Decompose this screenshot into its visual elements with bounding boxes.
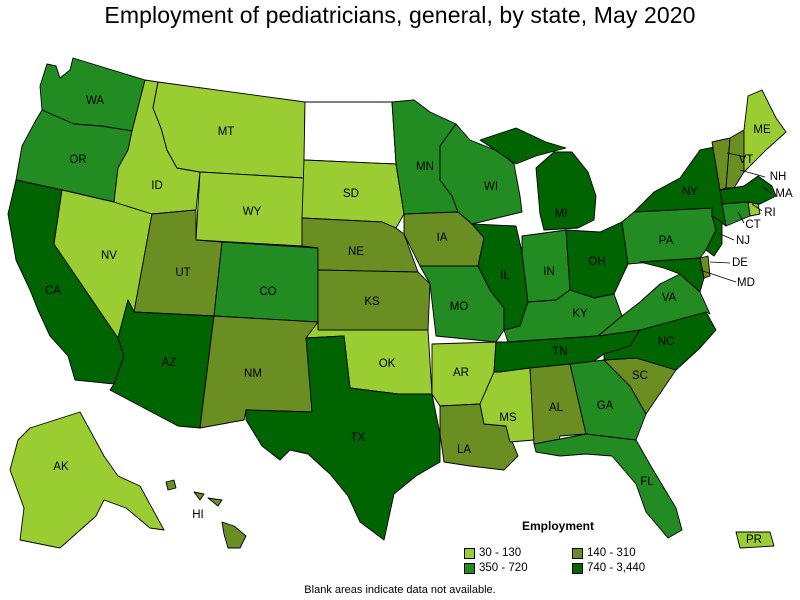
state-ks: [317, 269, 431, 331]
legend-label-2: 140 - 310: [587, 547, 636, 559]
map-title: Employment of pediatricians, general, by…: [104, 2, 696, 28]
state-label-de: DE: [732, 257, 748, 269]
leader-line-nh: [739, 169, 766, 178]
state-label-vt: VT: [739, 154, 754, 166]
state-label-mn: MN: [416, 161, 434, 173]
legend-item-4: 740 - 3,440: [572, 562, 645, 574]
state-label-ky: KY: [572, 308, 588, 320]
state-label-il: IL: [500, 270, 510, 282]
state-me: [743, 89, 787, 173]
legend-item-1: 30 - 130: [464, 547, 521, 559]
state-label-oh: OH: [588, 256, 605, 268]
leader-line-md: [699, 269, 737, 283]
state-label-mo: MO: [450, 301, 469, 313]
state-nc: [603, 311, 717, 371]
state-label-nj: NJ: [736, 235, 750, 247]
state-mi: [479, 127, 597, 231]
state-label-nv: NV: [101, 250, 117, 262]
state-pr: [735, 531, 775, 549]
legend-label-1: 30 - 130: [479, 547, 522, 559]
state-label-ct: CT: [745, 219, 760, 231]
state-ak: [9, 411, 165, 549]
state-nj: [705, 215, 723, 257]
legend-swatch-4: [572, 562, 583, 574]
legend-item-3: 350 - 720: [464, 562, 528, 574]
state-label-fl: FL: [640, 476, 654, 488]
legend-swatch-1: [464, 547, 475, 559]
state-label-ks: KS: [364, 296, 380, 308]
state-label-me: ME: [753, 124, 771, 136]
state-label-la: LA: [457, 444, 471, 456]
state-label-wy: WY: [243, 206, 262, 218]
state-label-or: OR: [69, 154, 86, 166]
state-label-in: IN: [543, 266, 555, 278]
states-layer: [7, 57, 787, 549]
state-label-ok: OK: [379, 358, 396, 370]
state-ne: [301, 217, 419, 273]
state-label-tx: TX: [351, 432, 366, 444]
state-label-mi: MI: [555, 208, 568, 220]
leader-line-ri: [751, 203, 763, 212]
state-label-ia: IA: [437, 232, 448, 244]
state-label-ak: AK: [53, 461, 69, 473]
state-label-wa: WA: [86, 95, 104, 107]
state-label-pr: PR: [746, 534, 762, 546]
state-nh: [725, 129, 745, 189]
state-label-ut: UT: [175, 267, 190, 279]
leader-line-vt: [726, 152, 747, 158]
state-label-ga: GA: [597, 400, 614, 412]
state-label-sc: SC: [632, 370, 648, 382]
legend-label-3: 350 - 720: [479, 562, 528, 574]
state-label-va: VA: [662, 292, 677, 304]
legend-swatch-3: [464, 562, 475, 574]
state-label-ny: NY: [682, 186, 698, 198]
state-label-al: AL: [549, 402, 564, 414]
state-co: [213, 241, 319, 323]
leader-line-ct: [737, 211, 745, 224]
footnote: Blank areas indicate data not available.: [304, 584, 496, 596]
state-label-nc: NC: [658, 336, 675, 348]
state-label-hi: HI: [192, 509, 204, 521]
state-label-ri: RI: [764, 207, 776, 219]
state-label-md: MD: [737, 277, 755, 289]
legend-swatch-2: [572, 547, 583, 559]
leader-line-nj: [717, 232, 735, 241]
state-label-co: CO: [259, 286, 276, 298]
leader-line-ma: [761, 185, 773, 195]
state-label-sd: SD: [343, 188, 359, 200]
legend-item-2: 140 - 310: [572, 547, 636, 559]
state-label-ar: AR: [453, 367, 469, 379]
state-md: [639, 257, 705, 293]
state-hi: [165, 479, 247, 549]
leader-lines: [699, 152, 773, 283]
state-ct: [721, 201, 751, 227]
state-label-mt: MT: [218, 126, 235, 138]
state-label-wi: WI: [484, 181, 498, 193]
state-tx: [245, 335, 441, 541]
state-label-pa: PA: [659, 235, 674, 247]
leader-line-de: [709, 261, 731, 264]
state-fl: [533, 433, 683, 539]
state-label-ca: CA: [45, 285, 61, 297]
state-label-ms: MS: [499, 412, 517, 424]
state-label-ne: NE: [348, 246, 364, 258]
state-label-nh: NH: [770, 171, 787, 183]
state-nd: [303, 101, 397, 165]
state-label-tn: TN: [552, 346, 567, 358]
legend-title: Employment: [522, 519, 595, 533]
legend-label-4: 740 - 3,440: [587, 562, 646, 574]
state-labels-layer: WA OR CA NV ID MT WY UT AZ CO NM SD NE KS OK TX MN IA MO AR…: [45, 95, 793, 546]
state-label-az: AZ: [162, 357, 177, 369]
state-label-nm: NM: [244, 368, 262, 380]
state-label-id: ID: [151, 180, 163, 192]
state-label-ma: MA: [775, 188, 793, 200]
